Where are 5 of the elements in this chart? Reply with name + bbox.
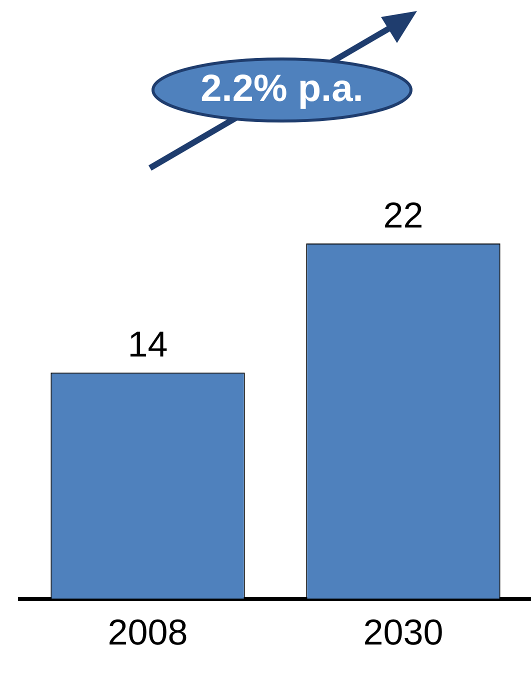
x-tick-label: 2030 xyxy=(363,611,444,652)
data-label: 14 xyxy=(128,324,168,365)
x-tick-label: 2008 xyxy=(108,611,188,652)
text: 2.2% p.a. xyxy=(200,67,364,112)
data-label: 22 xyxy=(383,194,424,236)
